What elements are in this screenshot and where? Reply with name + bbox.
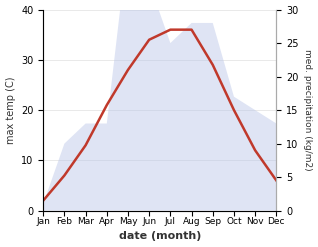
Y-axis label: med. precipitation (kg/m2): med. precipitation (kg/m2) xyxy=(303,49,313,171)
X-axis label: date (month): date (month) xyxy=(119,231,201,242)
Y-axis label: max temp (C): max temp (C) xyxy=(5,76,16,144)
